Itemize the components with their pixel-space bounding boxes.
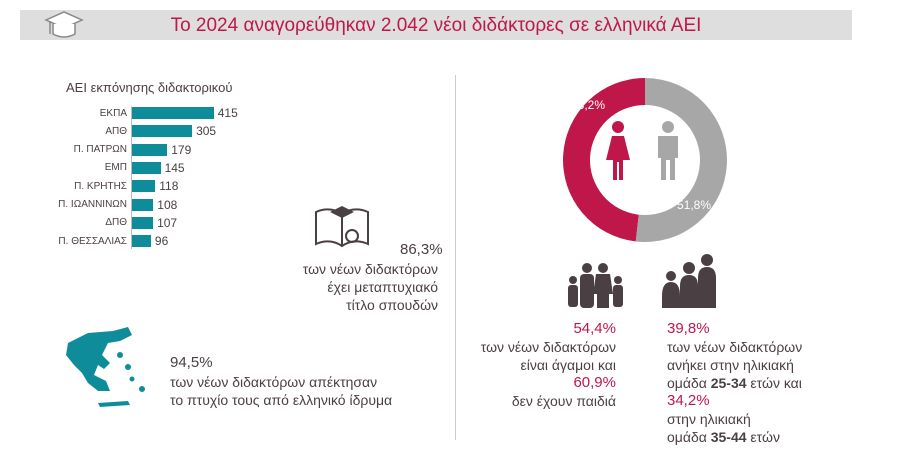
age-range-2: 35-44 <box>710 429 747 445</box>
family-line: δεν έχουν παιδιά <box>511 393 616 409</box>
donut-slice-female <box>563 78 645 242</box>
bar-value-label: 96 <box>154 234 169 249</box>
family-icon <box>568 263 623 308</box>
donut-slice-male <box>635 78 728 243</box>
page-title: Το 2024 αναγορεύθηκαν 2.042 νέοι διδάκτο… <box>170 15 702 36</box>
bar <box>132 143 168 156</box>
family-line: είναι άγαμοι και <box>520 357 616 373</box>
bar-label: ΑΠΘ <box>105 125 127 137</box>
bar-axis <box>131 106 132 249</box>
bar <box>132 180 156 193</box>
age-text-part: ομάδα <box>667 375 711 391</box>
man-icon <box>658 121 678 180</box>
masters-line: των νέων διδακτόρων <box>302 261 438 277</box>
gender-donut-chart <box>563 78 728 243</box>
bar-value-label: 118 <box>159 179 179 194</box>
graduation-cap-icon <box>44 11 84 38</box>
bar-chart-title: ΑΕΙ εκπόνησης διδακτορικού <box>66 80 233 95</box>
bar-label: Π. ΠΑΤΡΩΝ <box>73 144 127 156</box>
masters-text: των νέων διδακτόρων έχει μεταπτυχιακό τί… <box>300 260 438 314</box>
bar <box>132 235 151 248</box>
family-text: 54,4% των νέων διδακτόρων είναι άγαμοι κ… <box>460 320 616 410</box>
masters-line: έχει μεταπτυχιακό <box>327 279 438 295</box>
masters-line: τίτλο σπουδών <box>346 297 438 313</box>
greece-line: των νέων διδακτόρων απέκτησαν <box>170 374 378 390</box>
age-line: των νέων διδακτόρων <box>667 339 803 355</box>
masters-pct: 86,3% <box>400 241 443 258</box>
donut-label-female: 48,2% <box>571 98 606 112</box>
bar-value-label: 145 <box>164 160 185 175</box>
bar-value-label: 108 <box>157 197 178 212</box>
age-35-44-pct: 34,2% <box>667 392 710 409</box>
greece-map-icon <box>66 327 145 407</box>
age-groups-icon <box>662 254 716 308</box>
bar-label: Π. ΙΩΑΝΝΙΝΩΝ <box>58 199 127 210</box>
greece-pct: 94,5% <box>170 354 213 371</box>
age-line: ομάδα 25-34 ετών και <box>667 374 802 392</box>
age-line: ομάδα 35-44 ετών <box>667 428 802 446</box>
bar-label: ΕΚΠΑ <box>99 107 127 119</box>
bar-value-label: 305 <box>196 124 217 139</box>
bar <box>132 161 161 174</box>
bar <box>132 125 193 138</box>
woman-icon <box>606 121 630 180</box>
bar-label: Π. ΘΕΣΣΑΛΙΑΣ <box>58 235 127 247</box>
donut-label-male: 51,8% <box>677 198 712 212</box>
age-text-part: ετών και <box>746 375 802 391</box>
bar <box>132 107 214 119</box>
no-children-pct: 60,9% <box>573 374 616 391</box>
bar-value-label: 179 <box>171 142 192 157</box>
greece-text: των νέων διδακτόρων απέκτησαν το πτυχίο … <box>170 373 392 409</box>
bar-label: ΕΜΠ <box>104 162 127 174</box>
unmarried-pct: 54,4% <box>573 320 616 337</box>
greece-line: το πτυχίο τους από ελληνικό ίδρυμα <box>170 392 393 408</box>
age-text-part: ομάδα <box>667 429 711 445</box>
bar <box>132 198 154 211</box>
age-line: ανήκει στην ηλικιακή <box>667 357 794 373</box>
family-line: των νέων διδακτόρων <box>480 339 616 355</box>
bar-label: Π. ΚΡΗΤΗΣ <box>74 180 127 192</box>
bar-label: ΔΠΘ <box>105 217 127 229</box>
bar-value-label: 107 <box>157 215 178 230</box>
divider <box>455 75 456 440</box>
age-line: στην ηλικιακή <box>667 411 751 427</box>
age-25-34-pct: 39,8% <box>667 320 710 337</box>
bar-value-label: 415 <box>217 106 238 120</box>
book-graduate-icon <box>315 206 369 248</box>
age-text: 39,8% των νέων διδακτόρων ανήκει στην ηλ… <box>667 320 802 446</box>
age-text-part: ετών <box>746 429 780 445</box>
bar <box>132 216 154 229</box>
header-bar: Το 2024 αναγορεύθηκαν 2.042 νέοι διδάκτο… <box>20 10 852 40</box>
age-range-1: 25-34 <box>710 375 747 391</box>
